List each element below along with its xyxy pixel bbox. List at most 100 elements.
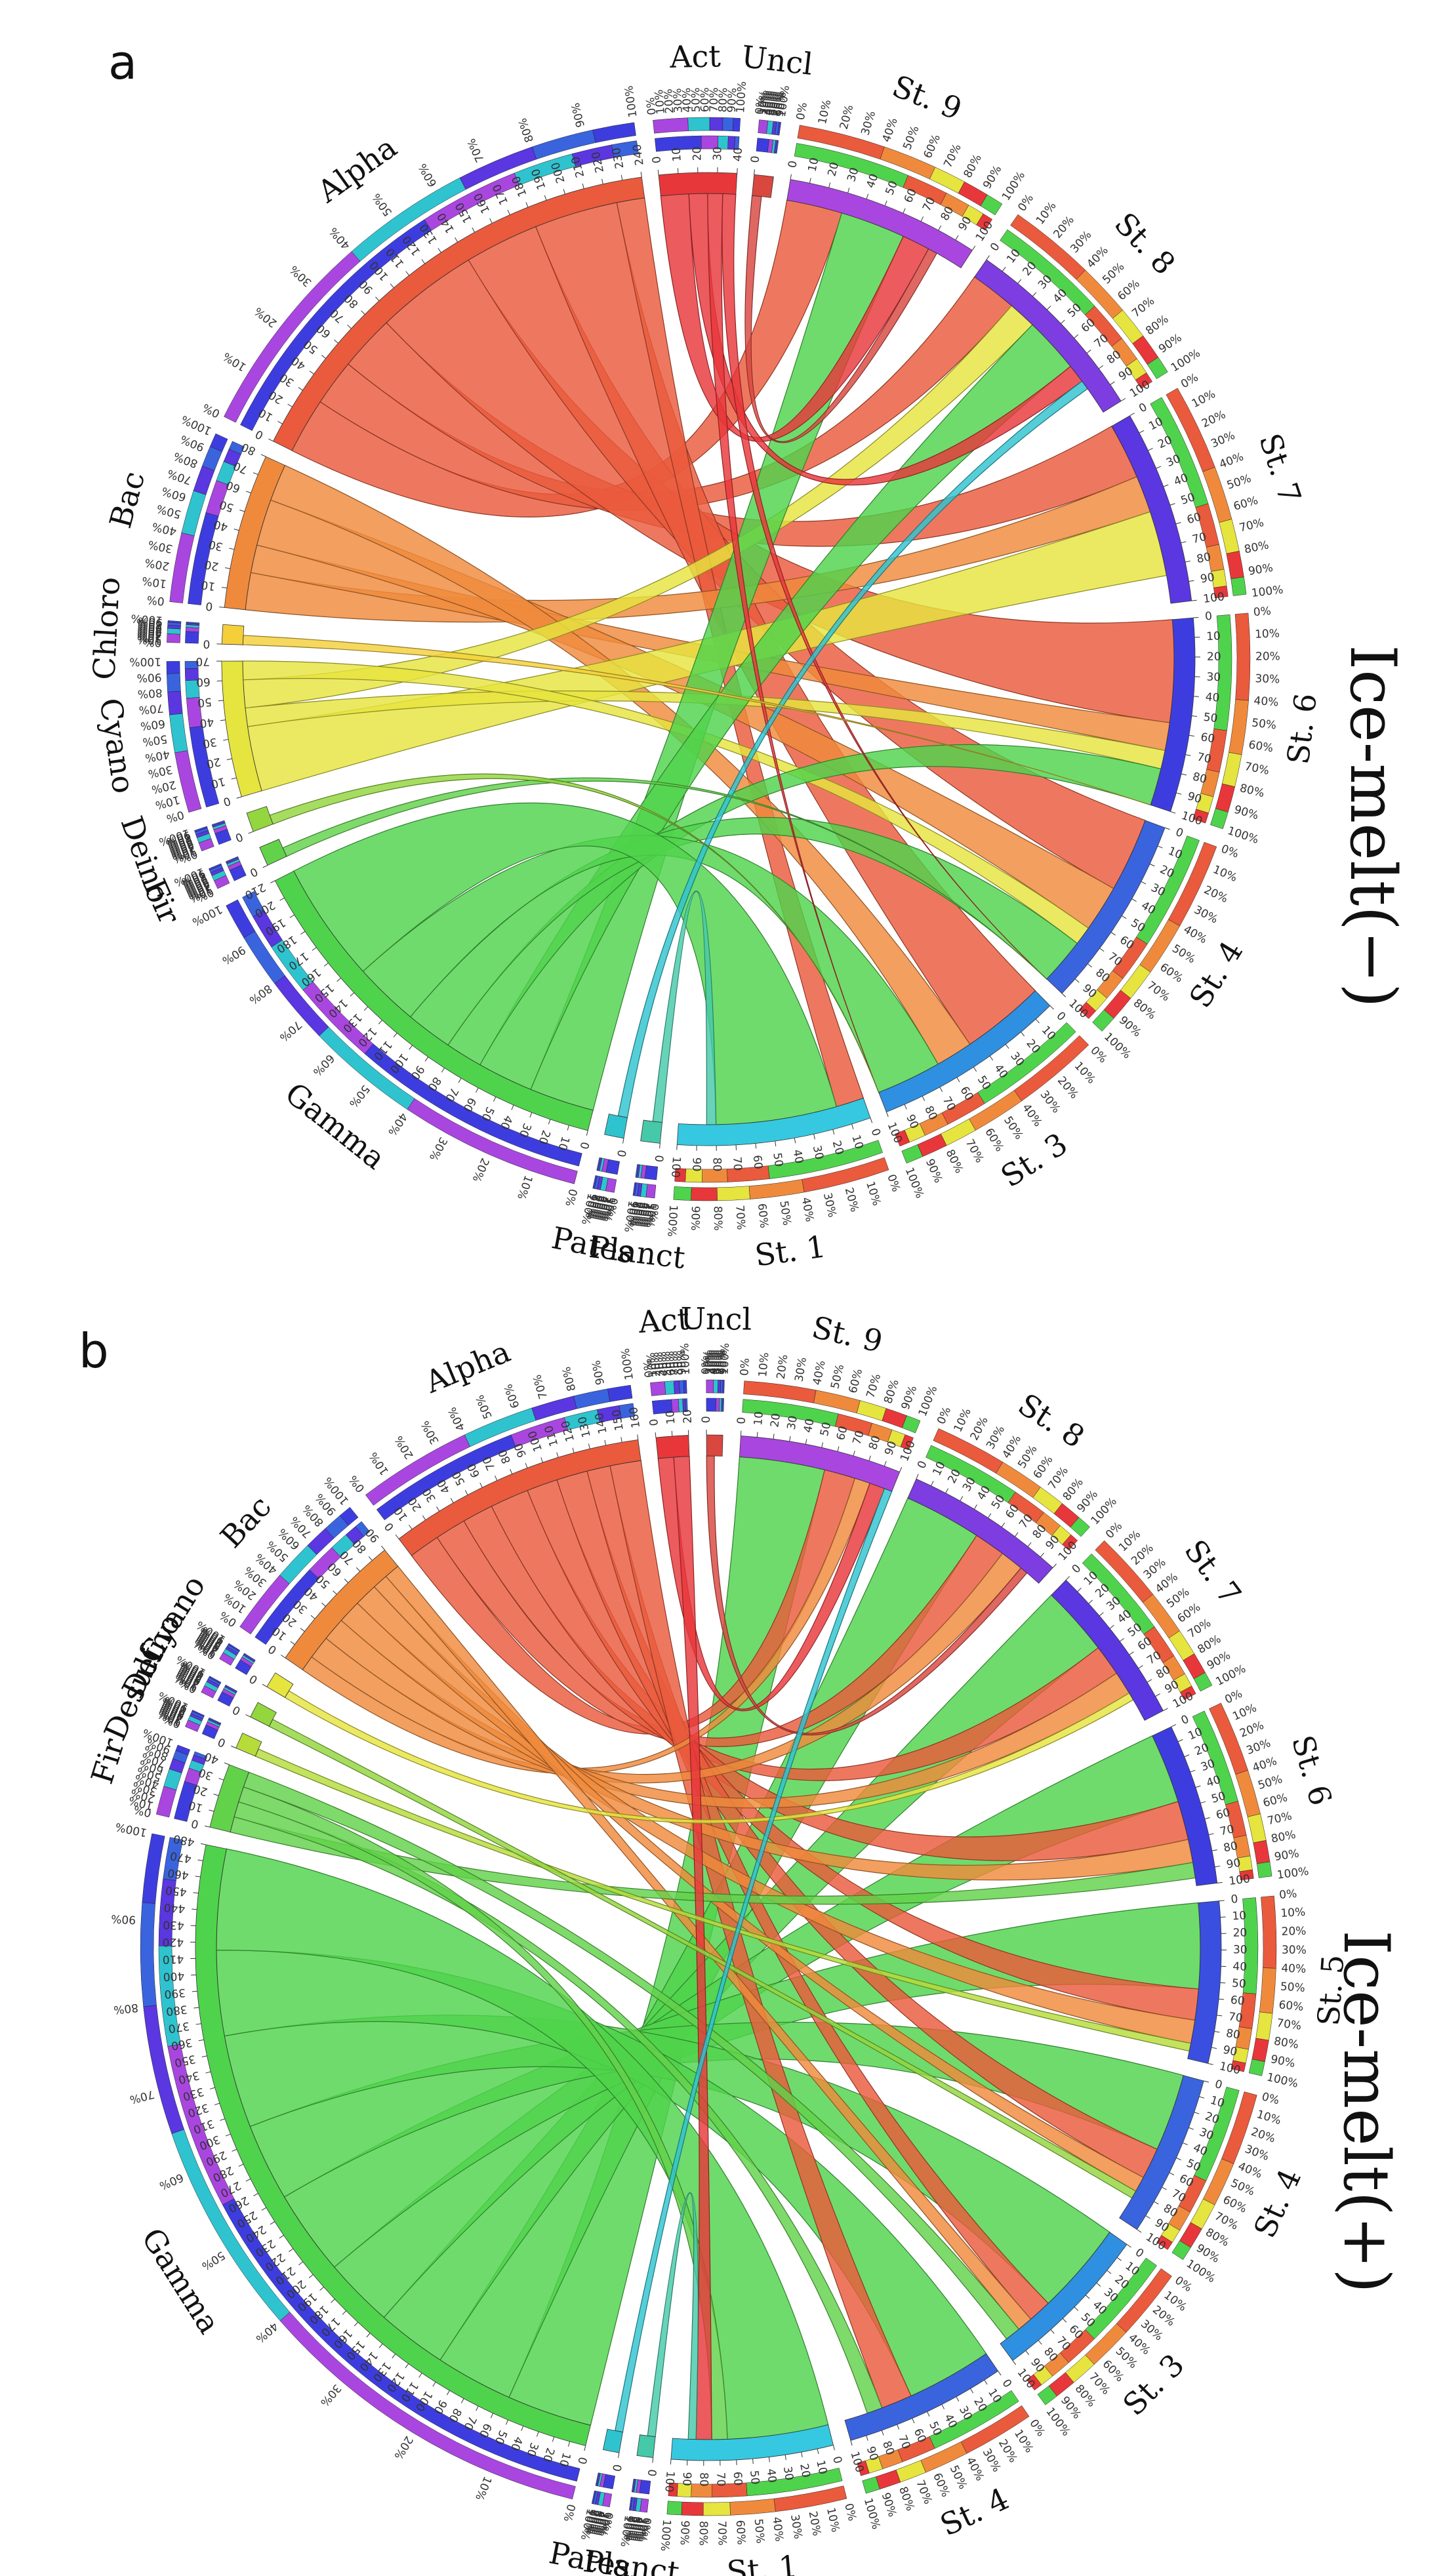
percent-label: 30% (147, 763, 174, 780)
tick-mark (1086, 350, 1091, 353)
tick-mark (548, 1119, 551, 1125)
tick-mark (224, 567, 231, 569)
tick-mark (956, 1077, 960, 1083)
percent-label: 10% (643, 1203, 659, 1229)
percent-label: 80% (714, 1350, 728, 1375)
tick-label: 0 (577, 1140, 591, 1150)
tick-label: 70 (1191, 531, 1208, 547)
tick-mark (1162, 2186, 1167, 2190)
tick-label: 10 (752, 1411, 766, 1426)
tick-mark (432, 2381, 436, 2387)
tick-mark (1120, 397, 1126, 402)
tick-label: 40 (731, 147, 745, 162)
tick-label: 400 (163, 1969, 184, 1983)
tick-mark (817, 2449, 819, 2455)
ribbon-Deino-St.3 (269, 773, 880, 1093)
tick-label: 80 (1196, 550, 1212, 566)
percent-label: 70% (1238, 516, 1265, 534)
percent-label: 20% (648, 1352, 663, 1377)
percent-label: 0% (794, 102, 810, 121)
composition-bar (653, 117, 689, 134)
tick-mark (939, 1087, 943, 1093)
segment-label: Deino (114, 811, 178, 907)
tick-mark (536, 2431, 539, 2437)
tick-mark (225, 2133, 231, 2137)
percent-label: 60% (982, 1126, 1006, 1154)
composition-bar (1251, 2038, 1269, 2063)
tick-label: 20 (203, 557, 220, 573)
tick-mark (409, 1045, 413, 1050)
composition-bar (1259, 1967, 1276, 2014)
ribbon-Gamma-St.3 (362, 835, 939, 1093)
tick-label: 0 (575, 2455, 589, 2465)
tick-label: 420 (162, 1935, 184, 1948)
tick-mark (1193, 616, 1199, 618)
composition-bar (775, 140, 779, 154)
percent-label: 0% (646, 1203, 661, 1222)
tick-mark (1099, 948, 1105, 952)
segment-ticks: 0 (700, 1416, 713, 1436)
percent-label: 70% (1129, 294, 1157, 320)
tick-label: 30 (1233, 1943, 1248, 1956)
segment-arc (786, 179, 973, 269)
percent-label: 100% (734, 81, 749, 113)
tick-mark (253, 472, 258, 475)
percent-label: 50% (777, 1200, 793, 1226)
tick-mark (1149, 863, 1155, 867)
tick-mark (941, 2404, 945, 2409)
percent-label: 0% (1179, 371, 1200, 392)
percent-label: 50% (155, 502, 183, 521)
tick-mark (281, 1655, 286, 1659)
percent-label: 0% (884, 1173, 903, 1194)
percent-label: 20% (150, 778, 177, 796)
percent-label: 70% (138, 701, 164, 716)
segment-label: Uncl (740, 39, 815, 82)
segment-arc (752, 174, 774, 198)
tick-mark (505, 2419, 508, 2425)
tick-mark (1001, 1522, 1006, 1527)
tick-label: 0 (247, 1672, 260, 1687)
tick-mark (986, 255, 990, 260)
percent-label: 100% (622, 85, 640, 118)
composition-bar (209, 863, 222, 871)
tick-mark (405, 2364, 409, 2369)
segment-label: Gamma (134, 2222, 227, 2340)
composition-bar (1215, 783, 1236, 813)
percent-label: 70% (629, 1201, 645, 1227)
percent-label: 50% (709, 1350, 722, 1375)
tick-label: 0 (266, 1641, 279, 1657)
percent-label: 80% (711, 1206, 725, 1231)
composition-bar (650, 1381, 666, 1396)
tick-label: 90 (1200, 571, 1216, 586)
segment-arc (246, 806, 274, 832)
tick-mark (821, 1442, 823, 1448)
tick-mark (192, 1990, 197, 1992)
segment-arc (221, 624, 245, 645)
percent-label: 100% (579, 1192, 598, 1226)
percent-label: 90% (111, 1912, 136, 1926)
composition-bar (644, 1165, 659, 1180)
segment-label: Uncl (680, 1300, 752, 1337)
percent-label: 20% (136, 630, 162, 644)
tick-mark (1211, 1849, 1217, 1851)
percent-ticks: 0% 10% 20% 30% 40% 50% 60% 70% 80%90%100% (1265, 1887, 1307, 2091)
tick-mark (659, 1143, 661, 1149)
percent-label: 20% (775, 1354, 791, 1380)
percent-label: 0% (1219, 843, 1240, 861)
percent-label: 40% (327, 224, 353, 252)
percent-label: 50% (752, 2518, 767, 2544)
tick-mark (231, 1745, 236, 1748)
percent-label: 10% (514, 1173, 535, 1201)
percent-label: 10% (636, 2516, 651, 2543)
tick-mark (1012, 2360, 1017, 2365)
tick-label: 90 (689, 1157, 703, 1172)
composition-bar (681, 2501, 704, 2516)
composition-bar (673, 1186, 692, 1201)
percent-label: 50% (346, 1082, 372, 1110)
tick-mark (192, 1908, 197, 1910)
tick-mark (1061, 319, 1065, 324)
tick-label: 0 (253, 427, 266, 442)
tick-label: 20 (691, 146, 704, 161)
tick-mark (655, 1432, 657, 1438)
percent-label: 0% (1278, 1887, 1297, 1902)
